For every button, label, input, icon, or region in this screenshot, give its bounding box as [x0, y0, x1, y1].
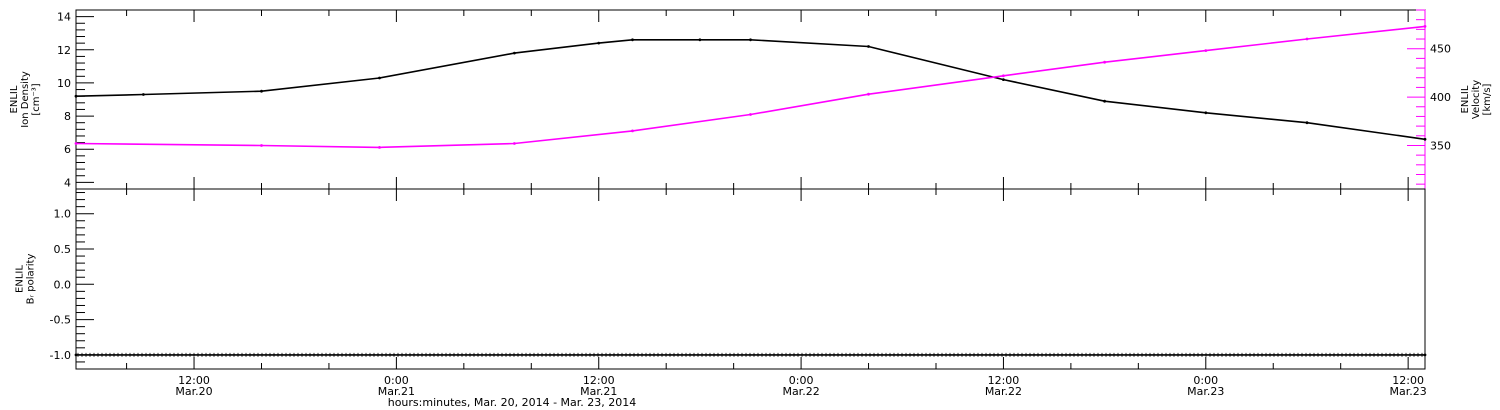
ion-density-series-point — [1103, 99, 1106, 103]
y-tick-label: 14 — [57, 11, 71, 24]
velocity-axis-title: ENLIL Velocity [km/s] — [1460, 80, 1493, 119]
y-axis-title-line: Ion Density — [20, 71, 31, 128]
y-axis-title-line: ENLIL — [15, 265, 26, 293]
y-tick-label: 0.5 — [54, 243, 72, 256]
velocity-series-point — [378, 146, 381, 149]
ion-density-series-point — [378, 76, 381, 80]
x-tick-date-label: Mar.21 — [580, 385, 617, 398]
y-axis-title-line: [cm⁻³] — [31, 83, 42, 115]
ion-density-series-point — [597, 41, 601, 45]
y-tick-label: 6 — [64, 143, 71, 156]
y-tick-label: 0.0 — [54, 278, 72, 291]
y-tick-label: 8 — [64, 110, 71, 123]
bottom-panel-frame — [75, 188, 1426, 370]
polarity-series-point — [1423, 353, 1427, 357]
x-tick-time-label: 12:00 — [988, 374, 1020, 387]
velocity-series-point — [1423, 25, 1427, 28]
velocity-axis-title-line: Velocity — [1471, 80, 1482, 119]
y-axis-title: ENLIL Bᵣ polarity — [15, 254, 37, 305]
velocity-series-point — [74, 142, 78, 145]
velocity-series-point — [867, 92, 870, 96]
velocity-tick-label: 350 — [1430, 139, 1451, 152]
ion-density-series-point — [142, 93, 145, 96]
y-axis-title-line: ENLIL — [9, 85, 20, 113]
ion-density-series-point — [1423, 137, 1427, 141]
x-tick-time-label: 0:00 — [1193, 374, 1218, 387]
x-tick-date-label: Mar.21 — [378, 385, 415, 398]
y-axis-title-line: Bᵣ polarity — [26, 254, 37, 305]
velocity-axis-title-line: ENLIL — [1460, 85, 1471, 113]
velocity-series-point — [513, 142, 516, 145]
ion-density-series-point — [631, 38, 634, 42]
ion-density-series-point — [74, 94, 78, 98]
velocity-series-point — [1204, 49, 1208, 52]
velocity-series-point — [1305, 37, 1309, 41]
velocity-series-line — [75, 25, 1426, 149]
velocity-series-point — [1103, 60, 1106, 64]
y-tick-label: 4 — [64, 176, 71, 189]
time-axis: 12:00Mar.200:00Mar.2112:00Mar.210:00Mar.… — [126, 10, 1427, 398]
x-tick-date-label: Mar.22 — [985, 385, 1022, 398]
x-tick-time-label: 12:00 — [178, 374, 210, 387]
x-tick-date-label: Mar.23 — [1390, 385, 1427, 398]
x-tick-time-label: 0:00 — [789, 374, 814, 387]
velocity-series-point — [260, 144, 263, 147]
polarity-series-point — [74, 353, 78, 357]
velocity-tick-label: 450 — [1430, 43, 1451, 56]
y-tick-label: 12 — [57, 44, 71, 57]
velocity-axis-title-line: [km/s] — [1482, 83, 1493, 115]
velocity-series-point — [749, 113, 752, 116]
y-tick-label: 10 — [57, 77, 71, 90]
polarity-panel: -1.0 -0.5 0.0 0.5 1.0 ENLIL Bᵣ polarity — [15, 188, 1427, 370]
velocity-tick-label: 400 — [1430, 91, 1451, 104]
x-tick-date-label: Mar.20 — [175, 385, 212, 398]
x-tick-time-label: 12:00 — [1392, 374, 1424, 387]
y-tick-label: -0.5 — [50, 314, 71, 327]
ion-density-series-point — [749, 38, 752, 42]
velocity-series-point — [1002, 74, 1005, 78]
x-axis-label: hours:minutes, Mar. 20, 2014 - Mar. 23, … — [388, 396, 637, 409]
ion-density-series-point — [260, 89, 263, 93]
ion-density-series-point — [1204, 111, 1208, 115]
velocity-series-point — [631, 129, 634, 133]
ion-density-series-point — [513, 51, 516, 55]
x-tick-date-label: Mar.22 — [782, 385, 819, 398]
x-tick-time-label: 12:00 — [583, 374, 615, 387]
ion-density-series-point — [1305, 121, 1309, 125]
x-tick-date-label: Mar.23 — [1187, 385, 1224, 398]
ion-density-series-point — [867, 45, 870, 48]
y-tick-label: -1.0 — [50, 349, 71, 362]
ion-density-series-point — [1002, 78, 1005, 81]
x-tick-time-label: 0:00 — [384, 374, 409, 387]
y-axis-title: ENLIL Ion Density [cm⁻³] — [9, 71, 42, 128]
ion-density-series-point — [698, 38, 702, 42]
y-tick-label: 1.0 — [54, 208, 72, 221]
